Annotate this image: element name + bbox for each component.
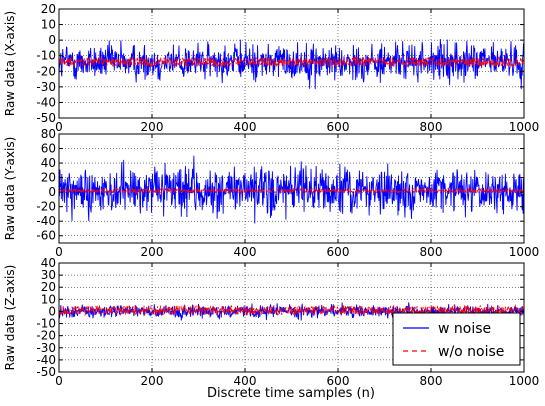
y-tick-label: 0	[48, 185, 56, 199]
x-tick-label: 600	[327, 120, 350, 134]
x-tick-label: 400	[234, 245, 257, 259]
y-tick-label: -30	[36, 80, 56, 94]
y-tick-label: 40	[41, 256, 56, 270]
axes-frame	[58, 262, 525, 373]
subplot-3: 0 200 400 600 800 1000403020100-10-20-30-40-5…	[3, 256, 539, 388]
y-tick-label: 10	[41, 292, 56, 306]
x-tick-label: 1000	[509, 120, 540, 134]
x-tick-label: 800	[420, 245, 443, 259]
y-tick-label: -40	[36, 214, 56, 228]
axes-frame	[58, 8, 525, 119]
subplot-1: 0 200 400 600 800 100020100-10-20-30-40-50Raw…	[3, 2, 539, 134]
x-tick-label: 200	[141, 120, 164, 134]
x-tick-label: 600	[327, 245, 350, 259]
legend: w noise w/o noise	[392, 312, 521, 366]
series-line-w-noise	[59, 155, 524, 224]
y-tick-label: -40	[36, 353, 56, 367]
x-tick-label: 400	[234, 120, 257, 134]
legend-box	[392, 312, 521, 366]
y-tick-label: -50	[36, 365, 56, 379]
y-tick-label: 40	[41, 156, 56, 170]
y-tick-label: -30	[36, 341, 56, 355]
y-tick-label: 0	[48, 304, 56, 318]
y-tick-label: -50	[36, 111, 56, 125]
x-tick-label: 1000	[509, 374, 540, 388]
x-tick-label: 600	[327, 374, 350, 388]
axes-frame	[58, 133, 525, 244]
y-axis-label: Raw data (Z-axis)	[3, 265, 17, 371]
series-line-wo-noise	[59, 55, 524, 68]
legend-label: w/o noise	[438, 344, 504, 360]
y-tick-label: -20	[36, 200, 56, 214]
y-tick-label: -20	[36, 329, 56, 343]
grid-lines	[59, 134, 524, 243]
y-tick-label: 20	[41, 171, 56, 185]
x-tick-label: 0	[55, 120, 63, 134]
x-tick-label: 400	[234, 374, 257, 388]
series-line-wo-noise	[59, 187, 524, 195]
x-tick-label: 800	[420, 374, 443, 388]
x-tick-label: 200	[141, 245, 164, 259]
y-tick-label: -10	[36, 49, 56, 63]
y-tick-label: 30	[41, 268, 56, 282]
y-tick-label: -60	[36, 229, 56, 243]
y-tick-label: -20	[36, 64, 56, 78]
series-line-w-noise	[59, 39, 524, 90]
y-tick-label: 20	[41, 2, 56, 16]
y-axis-label: Raw data (X-axis)	[3, 11, 17, 116]
x-tick-label: 1000	[509, 245, 540, 259]
x-tick-label: 0	[55, 374, 63, 388]
x-tick-label: 200	[141, 374, 164, 388]
x-tick-label: 800	[420, 120, 443, 134]
y-tick-label: 80	[41, 127, 56, 141]
y-tick-label: 60	[41, 142, 56, 156]
x-tick-label: 0	[55, 245, 63, 259]
series-line-wo-noise	[59, 303, 524, 317]
y-tick-label: -10	[36, 317, 56, 331]
y-tick-label: 0	[48, 33, 56, 47]
legend-label: w noise	[438, 321, 491, 337]
y-tick-label: -40	[36, 95, 56, 109]
y-tick-label: 10	[41, 18, 56, 32]
x-axis-label: Discrete time samples (n)	[207, 386, 375, 401]
y-axis-label: Raw data (Y-axis)	[3, 137, 17, 241]
y-tick-label: 20	[41, 280, 56, 294]
